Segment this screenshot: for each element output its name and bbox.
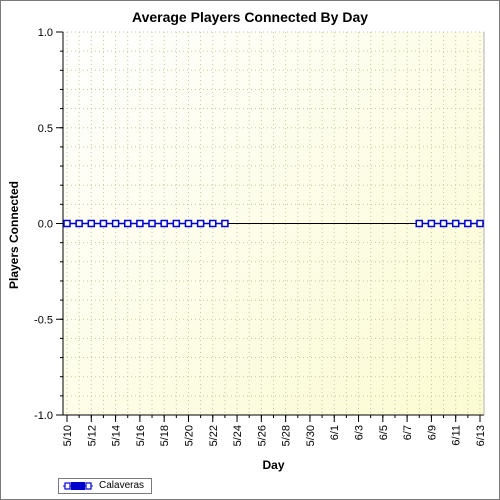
x-tick-label: 5/24 bbox=[232, 425, 244, 446]
data-point bbox=[160, 219, 168, 228]
data-point bbox=[111, 219, 120, 228]
x-tick-label: 5/30 bbox=[305, 425, 317, 446]
y-tick-label: 1.0 bbox=[38, 27, 53, 39]
x-tick-label: 6/13 bbox=[475, 425, 487, 446]
y-tick-label: 0.0 bbox=[38, 219, 53, 231]
data-point bbox=[439, 219, 448, 228]
x-tick-label: 6/1 bbox=[329, 425, 341, 440]
data-point bbox=[196, 219, 205, 228]
legend: Calaveras bbox=[58, 478, 152, 494]
data-point bbox=[123, 219, 132, 228]
axis-layer: 1.0 0.5 0.0 -0.5 -1.0 5/10 5/12 5/14 5/16 5/18 5/2… bbox=[34, 27, 487, 446]
series-layer bbox=[63, 219, 484, 228]
data-point bbox=[172, 219, 181, 228]
data-point bbox=[184, 219, 193, 228]
data-point bbox=[75, 219, 83, 228]
x-tick-label: 5/20 bbox=[183, 425, 195, 446]
x-tick-label: 5/28 bbox=[281, 425, 293, 446]
data-point bbox=[148, 219, 156, 228]
data-point bbox=[415, 219, 424, 228]
data-point bbox=[209, 219, 217, 228]
x-tick-label: 6/9 bbox=[426, 425, 438, 440]
x-tick-label: 5/18 bbox=[159, 425, 171, 446]
x-tick-label: 6/3 bbox=[354, 425, 366, 440]
data-point bbox=[136, 219, 144, 228]
data-point bbox=[99, 219, 108, 228]
y-tick-label: -1.0 bbox=[34, 410, 53, 422]
y-tick-label: -0.5 bbox=[34, 314, 53, 326]
data-point bbox=[464, 219, 472, 228]
legend-swatch bbox=[63, 482, 93, 490]
x-tick-label: 5/10 bbox=[62, 425, 74, 446]
data-point bbox=[451, 219, 460, 228]
y-axis-label: Players Connected bbox=[7, 180, 21, 290]
x-tick-label: 6/11 bbox=[451, 425, 463, 446]
x-tick-label: 5/12 bbox=[86, 425, 98, 446]
data-point bbox=[87, 219, 96, 228]
data-point bbox=[427, 219, 436, 228]
x-tick-label: 5/26 bbox=[256, 425, 268, 446]
x-tick-label: 5/16 bbox=[135, 425, 147, 446]
x-tick-label: 6/5 bbox=[378, 425, 390, 440]
legend-label: Calaveras bbox=[99, 480, 145, 491]
data-point bbox=[221, 219, 229, 228]
x-tick-label: 6/7 bbox=[402, 425, 414, 440]
y-axis-label-box: Players Connected bbox=[4, 181, 24, 289]
data-point bbox=[63, 219, 71, 228]
x-axis-label: Day bbox=[262, 458, 285, 472]
x-tick-label: 5/14 bbox=[111, 425, 123, 446]
y-tick-label: 0.5 bbox=[38, 123, 53, 135]
chart-title: Average Players Connected By Day bbox=[131, 9, 369, 25]
x-tick-label: 5/22 bbox=[208, 425, 220, 446]
data-point bbox=[476, 219, 484, 228]
